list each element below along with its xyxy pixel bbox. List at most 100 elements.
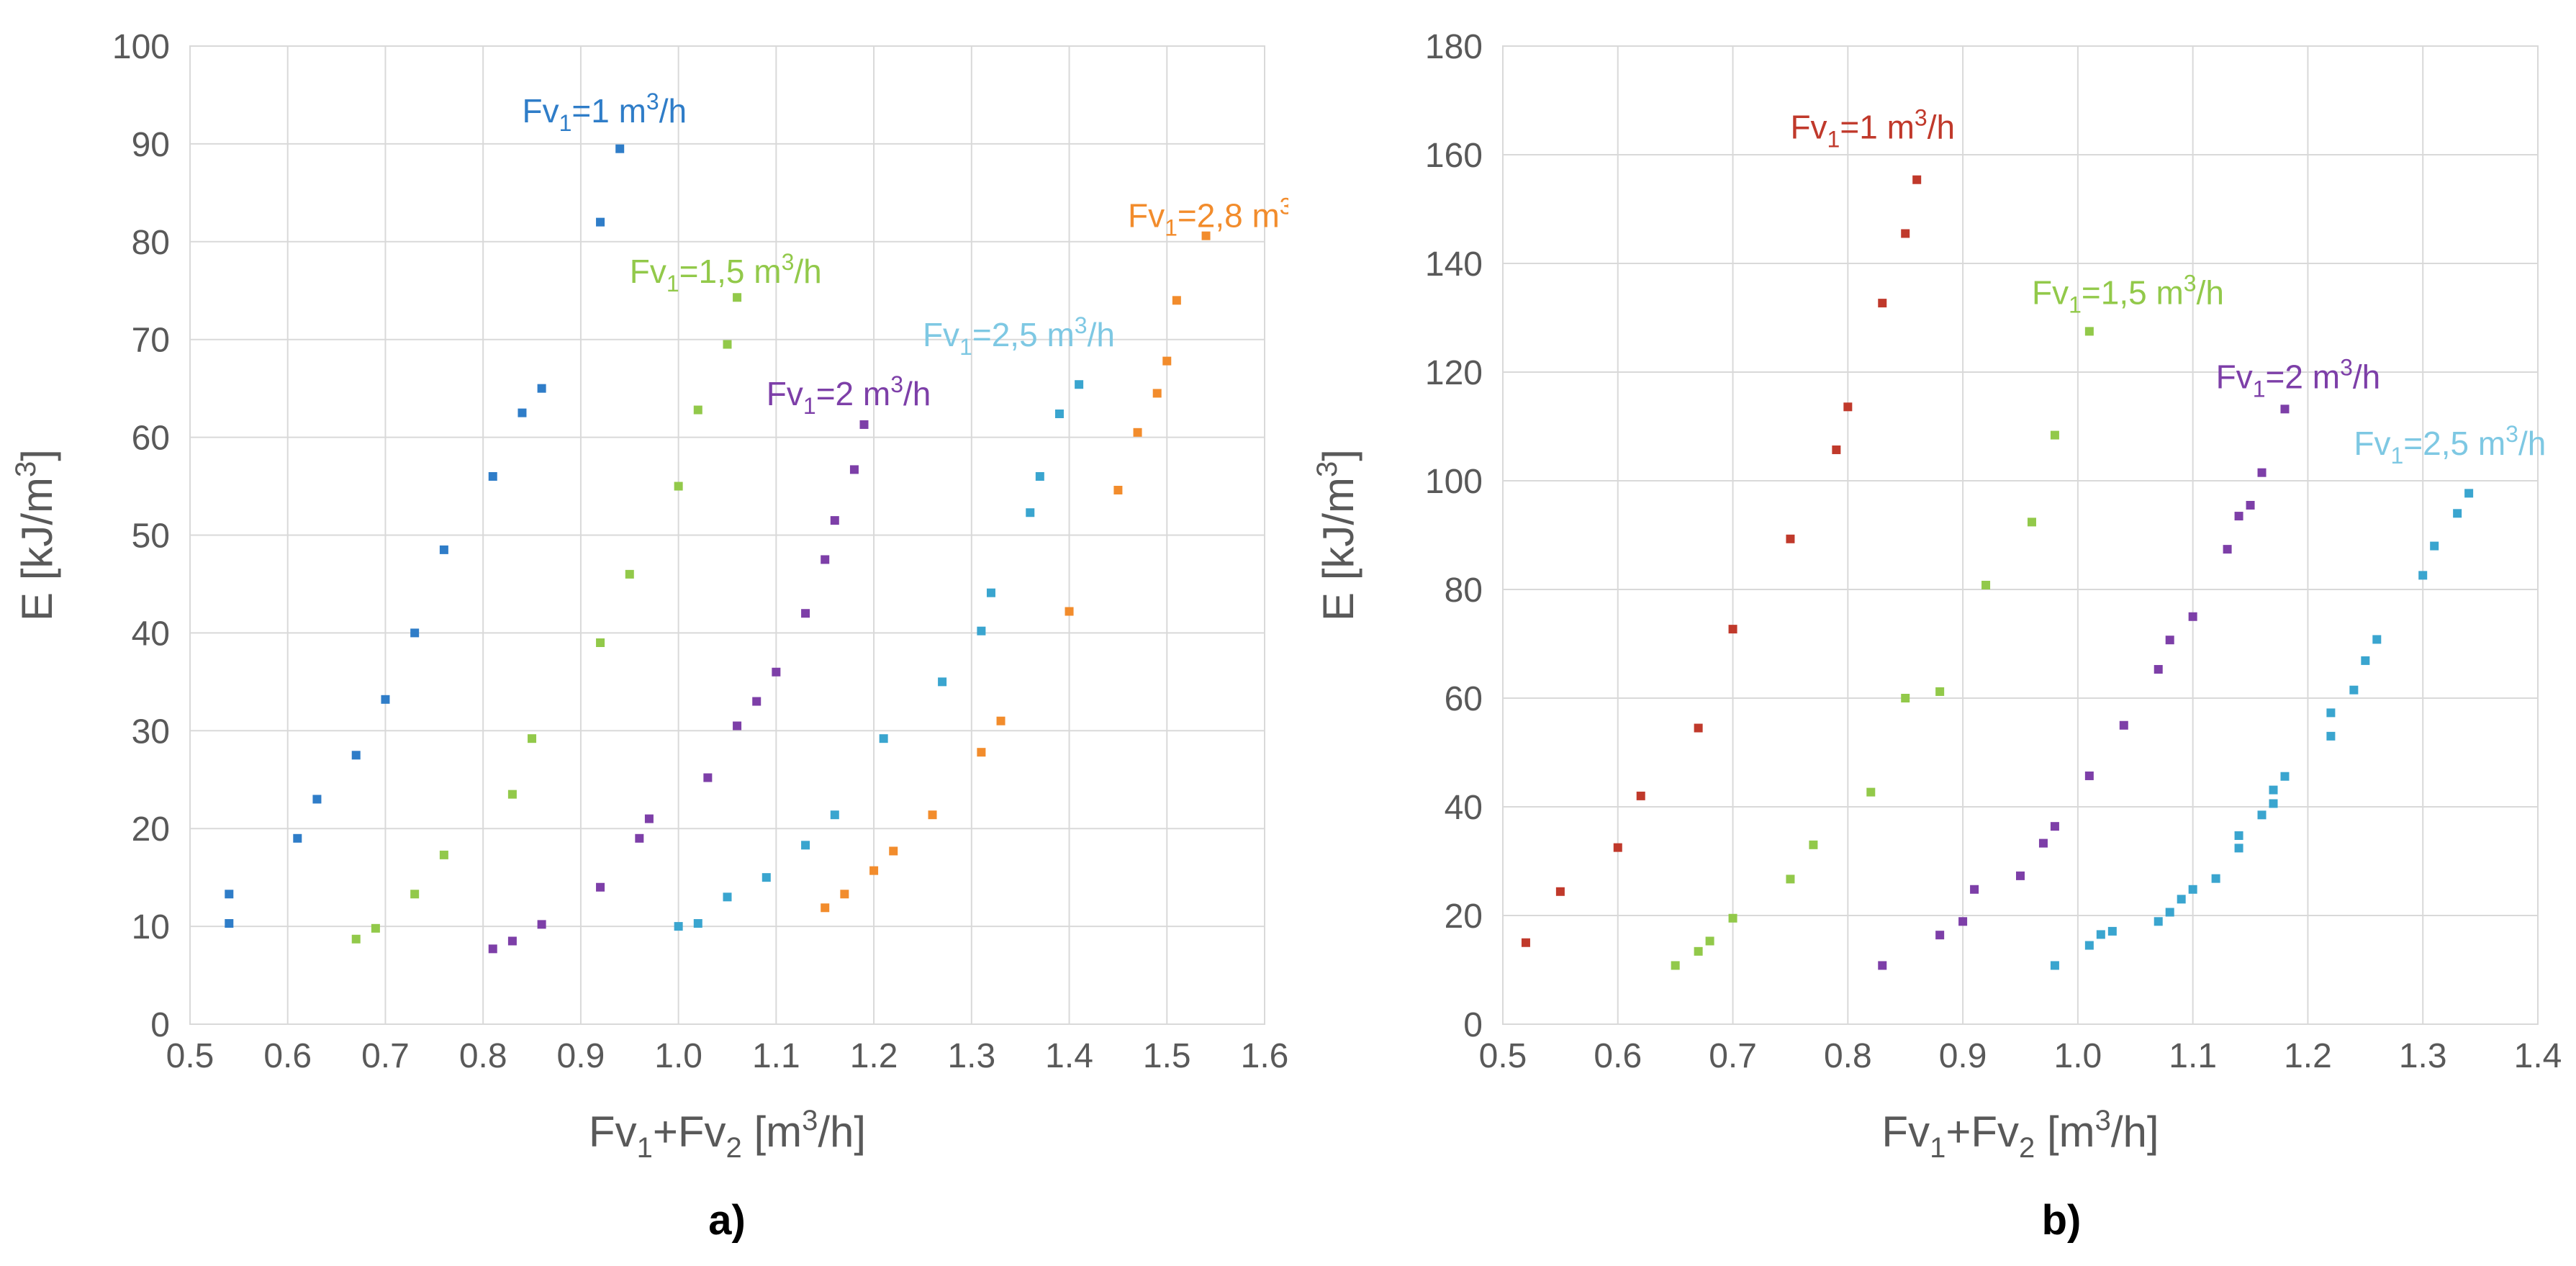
y-tick-label: 40 <box>132 615 170 653</box>
x-tick-label: 0.8 <box>1824 1037 1872 1075</box>
data-point <box>840 890 849 899</box>
x-tick-label: 0.7 <box>361 1037 410 1075</box>
data-point <box>1133 428 1142 437</box>
data-point <box>977 626 986 636</box>
series-2 <box>1878 404 2290 970</box>
data-point <box>2119 720 2128 730</box>
y-tick-label: 0 <box>1463 1006 1483 1044</box>
data-point <box>537 920 546 929</box>
x-tick-label: 1.3 <box>947 1037 995 1075</box>
data-point <box>761 873 771 882</box>
data-point <box>1162 356 1172 366</box>
data-point <box>2188 612 2197 621</box>
data-point <box>821 555 830 564</box>
data-point <box>2464 489 2474 498</box>
data-point <box>1113 485 1123 494</box>
series-2 <box>488 420 869 954</box>
data-point <box>1671 961 1680 970</box>
data-point <box>2280 772 2290 781</box>
data-point <box>225 890 234 899</box>
x-tick-label: 1.1 <box>752 1037 800 1075</box>
data-point <box>2050 430 2059 440</box>
data-point <box>2234 512 2243 521</box>
y-tick-label: 50 <box>132 517 170 556</box>
data-point <box>723 892 732 902</box>
data-point <box>2234 831 2243 841</box>
data-point <box>596 882 605 892</box>
data-point <box>1901 229 1910 238</box>
data-point <box>1035 471 1044 481</box>
data-point <box>849 465 859 474</box>
data-point <box>1958 917 1968 926</box>
series-0 <box>1521 175 1922 947</box>
y-tick-label: 20 <box>132 810 170 849</box>
data-point <box>1912 175 1922 184</box>
data-point <box>1636 791 1645 800</box>
data-point <box>1866 787 1876 797</box>
data-point <box>1981 580 1991 589</box>
y-tick-label: 80 <box>1445 571 1483 610</box>
data-point <box>518 408 527 417</box>
data-point <box>1970 885 1979 894</box>
data-point <box>1843 402 1853 412</box>
data-point <box>674 922 683 931</box>
data-point <box>1935 931 1945 940</box>
data-point <box>2326 708 2336 718</box>
x-tick-label: 1.0 <box>2054 1037 2102 1075</box>
series-label: Fv1=1 m3/h <box>1790 104 1955 152</box>
series-1 <box>1671 327 2094 970</box>
data-point <box>2223 545 2232 554</box>
data-point <box>928 810 937 820</box>
data-point <box>996 716 1005 725</box>
series-label: Fv1=2,8 m3/h <box>1128 193 1288 240</box>
data-point <box>821 903 830 913</box>
data-point <box>312 795 322 804</box>
data-point <box>693 919 702 928</box>
y-tick-label: 100 <box>112 28 170 66</box>
series-label: Fv1=1,5 m3/h <box>2032 271 2224 318</box>
data-point <box>2177 895 2186 904</box>
data-point <box>1935 687 1945 696</box>
data-point <box>801 841 810 850</box>
data-point <box>615 144 625 153</box>
data-point <box>1201 231 1211 240</box>
y-tick-label: 0 <box>150 1006 170 1044</box>
data-point <box>2257 468 2267 477</box>
data-point <box>1172 296 1181 305</box>
data-point <box>2372 635 2382 644</box>
data-point <box>528 734 537 743</box>
data-point <box>733 721 742 731</box>
x-tick-label: 0.8 <box>459 1037 507 1075</box>
data-point <box>2107 926 2117 936</box>
panel-label: b) <box>2042 1197 2082 1244</box>
data-point <box>2246 500 2255 510</box>
data-point <box>1728 625 1737 634</box>
data-point <box>1728 913 1737 923</box>
series-label: Fv1=2,5 m3/h <box>923 312 1115 360</box>
data-point <box>889 846 898 856</box>
data-point <box>596 217 605 227</box>
data-point <box>1065 607 1074 616</box>
data-point <box>986 588 995 597</box>
data-point <box>723 340 732 349</box>
data-point <box>2349 685 2359 695</box>
data-point <box>635 833 644 843</box>
data-point <box>537 384 546 393</box>
panel-label: a) <box>708 1197 746 1244</box>
data-point <box>2050 822 2059 831</box>
data-point <box>703 773 713 782</box>
data-point <box>625 569 634 579</box>
series-4 <box>821 231 1211 913</box>
data-point <box>1075 380 1084 389</box>
data-point <box>644 814 654 823</box>
data-point <box>488 944 497 954</box>
data-point <box>2016 871 2025 880</box>
data-point <box>1878 961 1887 970</box>
series-label: Fv1=2,5 m3/h <box>2354 421 2546 469</box>
data-point <box>507 936 517 946</box>
data-point <box>2257 810 2267 820</box>
y-axis-title: E [kJ/m3] <box>10 449 61 621</box>
y-tick-label: 180 <box>1425 28 1483 66</box>
data-point <box>2269 799 2278 808</box>
x-tick-label: 0.5 <box>166 1037 214 1075</box>
